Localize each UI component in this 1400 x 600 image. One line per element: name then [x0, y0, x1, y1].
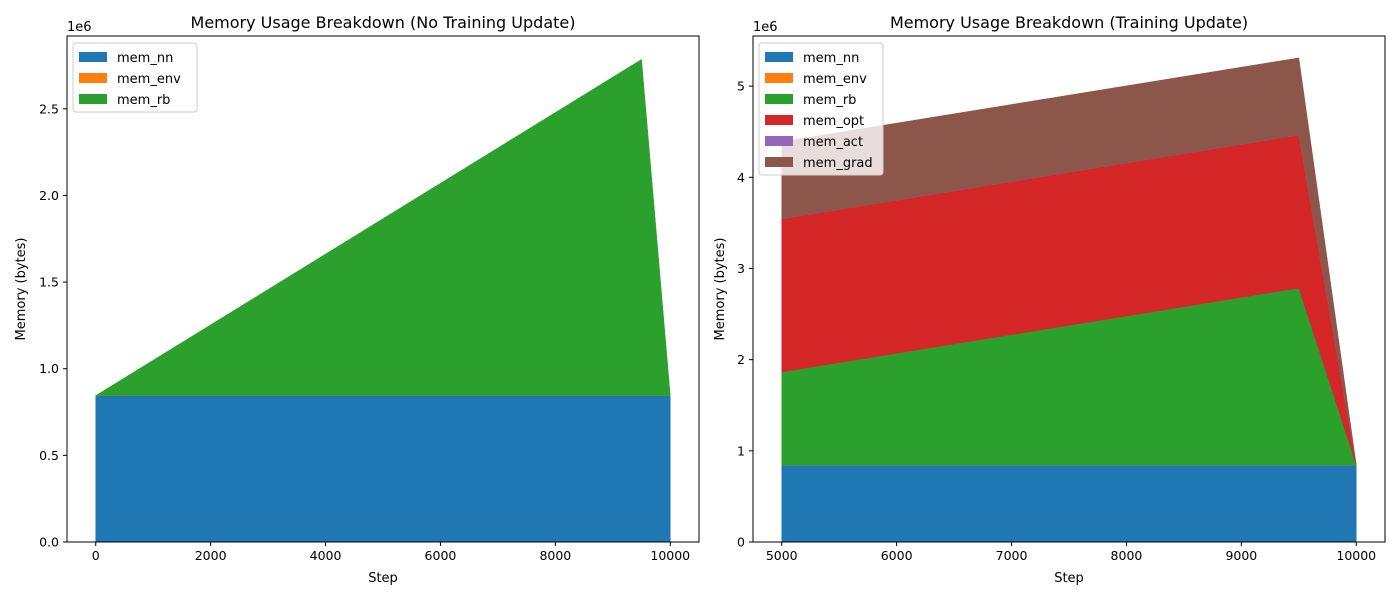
y-tick-label: 0.0 — [39, 535, 59, 550]
x-tick-label: 8000 — [1111, 548, 1143, 563]
legend-label: mem_rb — [803, 93, 856, 108]
legend-label: mem_nn — [117, 51, 173, 66]
y-tick-label: 5 — [737, 79, 745, 94]
y-tick-label: 2 — [737, 352, 745, 367]
y-offset-text: 1e6 — [67, 20, 92, 35]
y-tick-label: 0 — [737, 535, 745, 550]
legend-swatch — [765, 115, 793, 125]
area-mem-grad — [781, 57, 1357, 466]
chart-title: Memory Usage Breakdown (Training Update) — [890, 13, 1248, 32]
y-tick-label: 1.0 — [39, 361, 59, 376]
chart-training-update: Memory Usage Breakdown (Training Update)… — [713, 13, 1386, 586]
x-tick-label: 10000 — [650, 548, 690, 563]
plot-area — [94, 58, 671, 543]
y-axis-ticks: 0 1 2 3 4 5 — [737, 79, 753, 550]
x-tick-label: 0 — [92, 548, 100, 563]
y-axis-label: Memory (bytes) — [14, 238, 29, 341]
y-tick-label: 1 — [737, 443, 745, 458]
legend-label: mem_env — [117, 72, 181, 87]
legend-swatch — [79, 52, 107, 62]
legend: mem_nn mem_env mem_rb mem_opt mem_act mem_gra… — [758, 42, 884, 176]
y-tick-label: 3 — [737, 261, 745, 276]
chart-no-training-update: Memory Usage Breakdown (No Training Upda… — [14, 13, 700, 586]
chart-title: Memory Usage Breakdown (No Training Upda… — [191, 13, 576, 32]
x-tick-label: 10000 — [1336, 548, 1376, 563]
x-tick-label: 9000 — [1225, 548, 1257, 563]
area-mem-nn — [95, 395, 671, 543]
y-tick-label: 2.5 — [39, 101, 59, 116]
y-tick-label: 2.0 — [39, 188, 59, 203]
x-tick-label: 6000 — [425, 548, 457, 563]
x-axis-ticks: 0 2000 4000 6000 8000 10000 — [92, 542, 690, 563]
legend-label: mem_rb — [117, 93, 170, 108]
y-axis-ticks: 0.0 0.5 1.0 1.5 2.0 2.5 — [39, 101, 67, 550]
legend-swatch — [765, 136, 793, 146]
axes-frame — [752, 35, 1386, 543]
legend-label: mem_env — [803, 72, 867, 87]
legend-swatch — [765, 94, 793, 104]
area-mem-nn — [781, 464, 1357, 543]
legend-swatch — [79, 94, 107, 104]
legend-swatch — [765, 73, 793, 83]
x-axis-label: Step — [368, 571, 398, 586]
y-tick-label: 1.5 — [39, 275, 59, 290]
plot-area — [781, 57, 1357, 543]
legend-label: mem_nn — [803, 51, 859, 66]
legend-label: mem_act — [803, 135, 863, 150]
x-tick-label: 4000 — [310, 548, 342, 563]
legend-swatch — [79, 73, 107, 83]
y-tick-label: 0.5 — [39, 448, 59, 463]
area-mem-rb — [94, 58, 671, 396]
x-tick-label: 7000 — [996, 548, 1028, 563]
legend-label: mem_grad — [803, 156, 873, 171]
legend-label: mem_opt — [803, 114, 864, 129]
x-tick-label: 8000 — [539, 548, 571, 563]
y-tick-label: 4 — [737, 170, 745, 185]
x-tick-label: 2000 — [195, 548, 227, 563]
legend-swatch — [765, 157, 793, 167]
y-axis-label: Memory (bytes) — [713, 238, 728, 341]
legend: mem_nn mem_env mem_rb — [72, 42, 198, 113]
x-axis-label: Step — [1054, 571, 1084, 586]
legend-swatch — [765, 52, 793, 62]
axes-frame — [66, 35, 700, 543]
x-tick-label: 5000 — [766, 548, 798, 563]
x-axis-ticks: 5000 6000 7000 8000 9000 10000 — [766, 542, 1376, 563]
x-tick-label: 6000 — [881, 548, 913, 563]
y-offset-text: 1e6 — [753, 20, 778, 35]
